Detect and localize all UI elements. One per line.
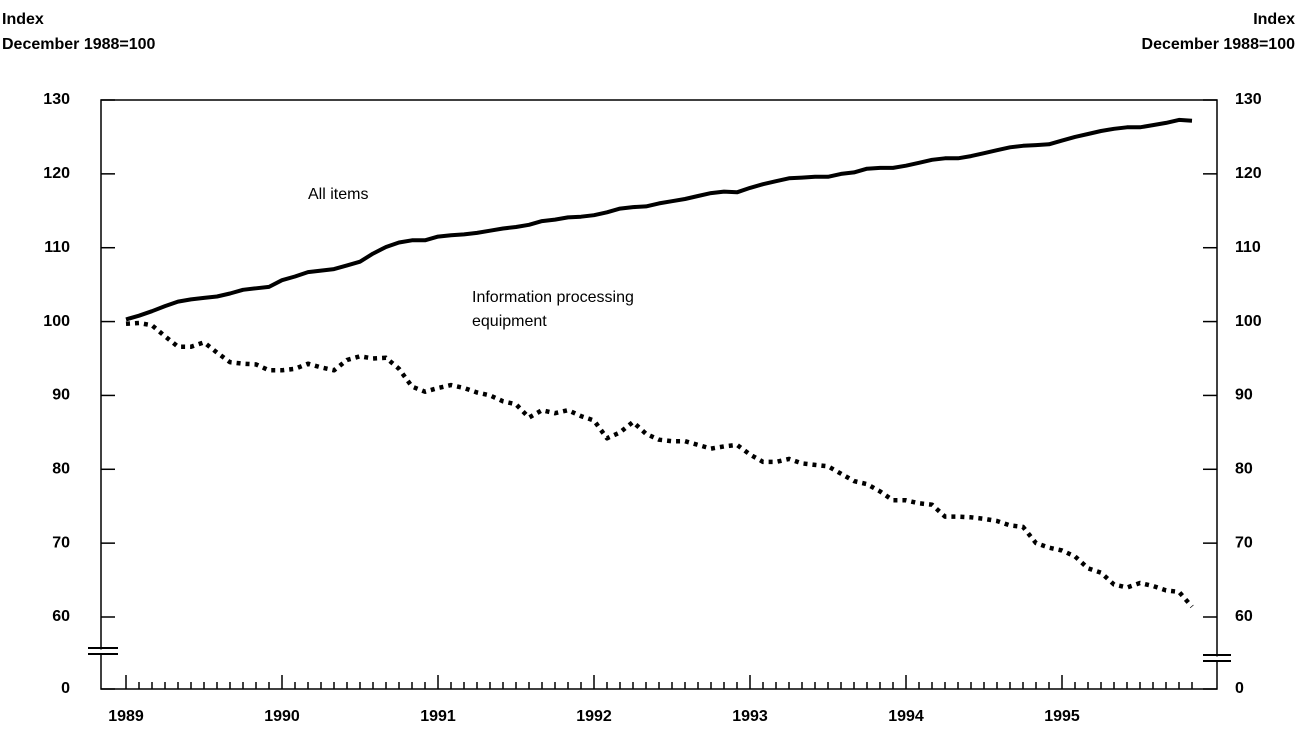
x-tick-label: 1990 bbox=[264, 708, 300, 725]
y2-tick-label: 90 bbox=[1235, 387, 1253, 404]
y2-tick-label: 60 bbox=[1235, 608, 1253, 625]
series-line bbox=[125, 320, 1194, 609]
y2-tick-label: 120 bbox=[1235, 165, 1262, 182]
y-tick-label: 120 bbox=[43, 165, 70, 182]
y-tick-label: 70 bbox=[52, 534, 70, 551]
y-tick-label: 0 bbox=[61, 680, 70, 697]
y-axis-label: December 1988=100 bbox=[2, 36, 156, 53]
x-tick-label: 1989 bbox=[108, 708, 144, 725]
x-tick-label: 1994 bbox=[888, 708, 924, 725]
y-tick-label: 80 bbox=[52, 461, 70, 478]
y-tick-label: 90 bbox=[52, 387, 70, 404]
y-tick-label: 60 bbox=[52, 608, 70, 625]
plot-frame bbox=[100, 99, 1218, 690]
x-tick-label: 1995 bbox=[1044, 708, 1080, 725]
y2-tick-label: 80 bbox=[1235, 461, 1253, 478]
series-label: All items bbox=[308, 186, 369, 203]
y2-tick-label: 0 bbox=[1235, 680, 1244, 697]
axis-break-gap bbox=[100, 649, 103, 653]
y2-axis-label: Index bbox=[1253, 11, 1295, 28]
y-tick-label: 130 bbox=[43, 91, 70, 108]
y2-axis-label: December 1988=100 bbox=[1142, 36, 1296, 53]
y2-tick-label: 110 bbox=[1235, 239, 1261, 256]
y2-tick-label: 100 bbox=[1235, 313, 1262, 330]
y-tick-label: 110 bbox=[44, 239, 70, 256]
y-tick-label: 100 bbox=[43, 313, 70, 330]
x-tick-label: 1993 bbox=[732, 708, 768, 725]
x-tick-label: 1992 bbox=[576, 708, 612, 725]
x-tick-label: 1991 bbox=[420, 708, 456, 725]
y2-tick-label: 70 bbox=[1235, 534, 1253, 551]
series-label: Information processing equipment bbox=[472, 289, 634, 330]
axis-break-gap bbox=[1215, 656, 1218, 660]
series-line bbox=[125, 117, 1193, 322]
y2-tick-label: 130 bbox=[1235, 91, 1262, 108]
y-axis-label: Index bbox=[2, 11, 44, 28]
